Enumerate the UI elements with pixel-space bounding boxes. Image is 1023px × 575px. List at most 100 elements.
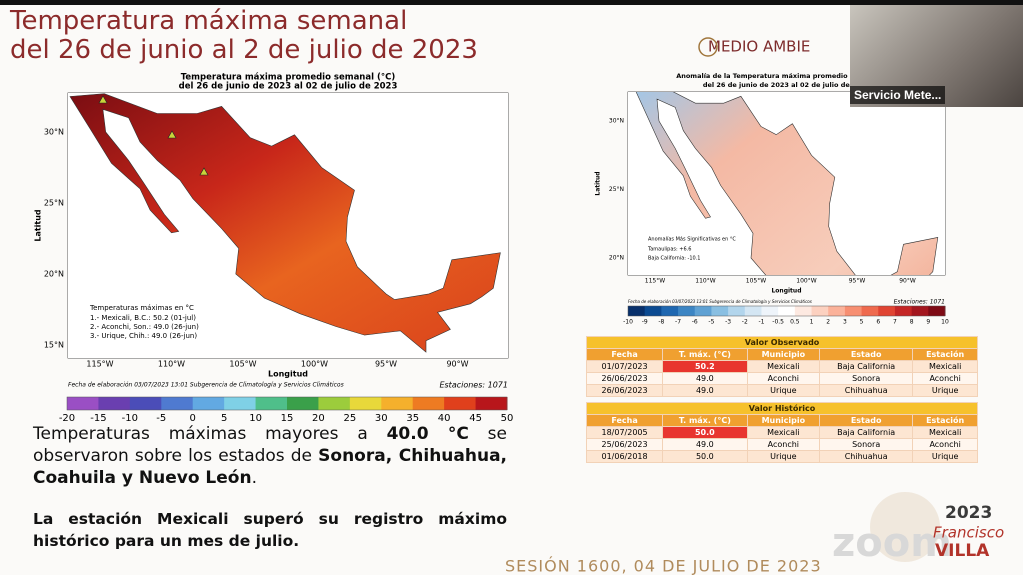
table-cell: Sonora: [819, 438, 914, 451]
table-cell: 49.0: [662, 372, 748, 385]
logo-emblem: [698, 37, 718, 57]
colorbar-label: 45: [469, 413, 482, 424]
lon-tick-label: 90°W: [446, 360, 468, 369]
title-line: Temperatura máxima semanal: [10, 6, 408, 36]
table-cell: 50.0: [662, 426, 748, 439]
table-row: Valor Observado: [586, 336, 978, 349]
legend-item: Baja California: -10.1: [648, 256, 701, 262]
colorbar-bin: [861, 306, 879, 316]
colorbar-label: 5: [860, 319, 864, 326]
table-row: 26/06/2023 49.0 Aconchi Sonora Aconchi: [585, 372, 978, 385]
colorbar-bin: [255, 397, 288, 410]
lat-tick-label: 25°N: [609, 186, 624, 193]
map-title: Temperatura máxima promedio semanal (°C): [181, 73, 396, 83]
colorbar-bin: [98, 397, 131, 410]
colorbar-bin: [192, 397, 225, 410]
lon-tick-label: 100°W: [301, 360, 328, 369]
map-title: del 26 de junio de 2023 al 02 de julio d…: [703, 81, 870, 89]
table-row: 18/07/2005 50.0 Mexicali Baja California Mex…: [585, 426, 978, 439]
column-header: T. máx. (°C): [662, 414, 748, 427]
colorbar-label: -5: [708, 319, 714, 326]
colorbar-bin: [928, 306, 946, 316]
top-bar: [0, 0, 1023, 5]
station-marker: [167, 130, 177, 139]
table-cell: 49.0: [662, 384, 748, 397]
table-cell: 25/06/2023: [585, 438, 664, 451]
map-title: Anomalía de la Temperatura máxima promed…: [676, 72, 897, 80]
record-paragraph: La estación Mexicali superó su registro …: [33, 510, 507, 550]
colorbar-label: -0.5: [772, 319, 784, 326]
logo-year: 2023: [945, 503, 992, 523]
map-credit: Fecha de elaboración 03/07/2023 13:01 Su…: [628, 299, 812, 304]
colorbar-bin: [728, 306, 746, 316]
column-header: Estación: [912, 348, 978, 361]
colorbar-label: -15: [90, 413, 106, 424]
table-row: 25/06/2023 49.0 Aconchi Sonora Aconchi: [585, 438, 978, 451]
colorbar-bin: [161, 397, 194, 410]
text: .: [251, 468, 257, 488]
colorbar-label: 10: [249, 413, 262, 424]
lon-tick-label: 95°W: [849, 278, 866, 285]
colorbar-bin: [287, 397, 319, 410]
table-cell: 50.2: [662, 360, 748, 373]
column-header: Estado: [819, 348, 914, 361]
table-row: Fecha T. máx. (°C) Municipio Estado Estación: [585, 348, 978, 361]
lat-tick-label: 30°N: [44, 128, 64, 137]
table-row: 01/06/2018 50.0 Urique Chihuahua Urique: [585, 450, 978, 463]
colorbar-label: 15: [281, 413, 294, 424]
table-cell: 26/06/2023: [585, 384, 664, 397]
lon-tick-label: 110°W: [158, 360, 185, 369]
colorbar-label: 2: [826, 319, 830, 326]
table-cell: 26/06/2023: [585, 372, 664, 385]
column-header: Municipio: [746, 414, 821, 427]
station-marker: [199, 167, 209, 176]
table-cell: Urique: [746, 384, 821, 397]
colorbar-bin: [744, 306, 762, 316]
table-cell: Aconchi: [746, 372, 821, 385]
colorbar-bin: [811, 306, 829, 316]
text-bold: Sonora, Chihuahua, Coahuila y Nuevo León: [33, 446, 508, 488]
legend-item: 3.- Urique, Chih.: 49.0 (26-jun): [90, 332, 197, 340]
lat-tick-label: 30°N: [609, 118, 624, 125]
table-cell: Chihuahua: [819, 450, 914, 463]
table-cell: Aconchi: [912, 372, 978, 385]
colorbar-bin: [761, 306, 779, 316]
logo-text: MEDIO AMBIE: [708, 38, 810, 56]
colorbar-label: 20: [312, 413, 325, 424]
colorbar-bin: [694, 306, 712, 316]
colorbar-label: 10: [941, 319, 949, 326]
title-line: del 26 de junio al 2 de julio de 2023: [10, 35, 478, 65]
colorbar-label: 6: [876, 319, 880, 326]
colorbar-label: 30: [375, 413, 388, 424]
colorbar-bin: [678, 306, 696, 316]
colorbar-bin: [444, 397, 477, 410]
table-cell: 18/07/2005: [585, 426, 664, 439]
colorbar-bin: [129, 397, 162, 410]
colorbar-label: -20: [59, 413, 75, 424]
colorbar-label: -10: [122, 413, 138, 424]
colorbar-label: 5: [221, 413, 227, 424]
text: se observaron sobre los estados de: [33, 424, 507, 466]
column-header: Estado: [819, 414, 914, 427]
colorbar-bin: [911, 306, 929, 316]
column-header: Fecha: [585, 414, 664, 427]
table-cell: 01/07/2023: [585, 360, 664, 373]
video-label: Servicio Mete...: [850, 86, 946, 104]
map-credit: Fecha de elaboración 03/07/2023 13:01 Su…: [68, 382, 344, 389]
colorbar-bin: [644, 306, 662, 316]
table-cell: Baja California: [819, 426, 914, 439]
colorbar-label: 9: [926, 319, 930, 326]
colorbar-label: 3: [843, 319, 847, 326]
lon-tick-label: 105°W: [746, 278, 766, 285]
colorbar-bin: [67, 397, 99, 410]
station-marker: [98, 95, 108, 104]
y-axis-label: Latitud: [595, 171, 602, 195]
station-count: Estaciones: 1071: [439, 381, 508, 390]
colorbar-label: 50: [501, 413, 514, 424]
map-area: [628, 92, 945, 275]
map-area: [68, 93, 508, 358]
legend-title: Anomalías Más Significativas en °C: [648, 236, 736, 243]
colorbar-bin: [381, 397, 414, 410]
colorbar-label: -3: [725, 319, 731, 326]
colorbar-label: 1: [810, 319, 814, 326]
